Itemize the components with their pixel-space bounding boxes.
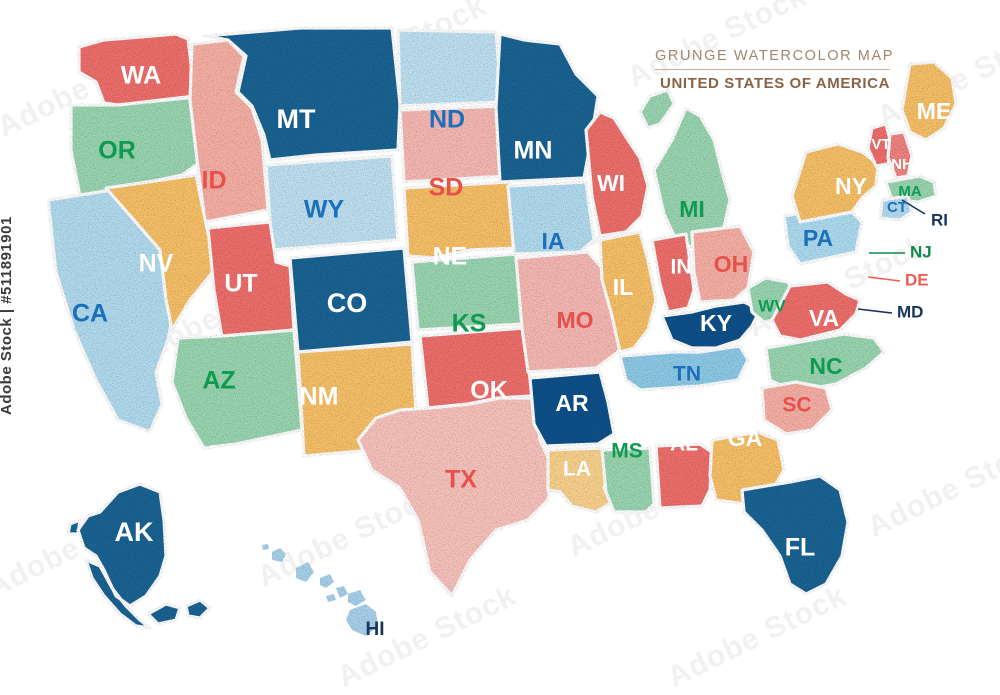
state-label-la: LA bbox=[563, 458, 591, 481]
state-tn[interactable] bbox=[618, 344, 750, 392]
state-label-ia: IA bbox=[542, 228, 565, 254]
state-label-ny: NY bbox=[835, 173, 867, 199]
state-label-ut: UT bbox=[224, 270, 257, 298]
state-labels-layer: WA OR CA ID NV MT WY UT AZ CO NM ND SD NE KS OK TX MN IA MO… bbox=[72, 62, 951, 640]
state-az[interactable] bbox=[170, 328, 304, 450]
state-label-vt: VT bbox=[871, 136, 890, 153]
state-oh[interactable] bbox=[690, 224, 756, 304]
state-label-id: ID bbox=[202, 167, 227, 195]
callout-label-de: DE bbox=[905, 270, 929, 289]
state-label-wa: WA bbox=[121, 62, 161, 90]
state-mi[interactable] bbox=[638, 88, 732, 250]
state-label-in: IN bbox=[671, 256, 692, 279]
state-nd[interactable] bbox=[396, 28, 504, 108]
state-label-ok: OK bbox=[470, 377, 508, 405]
map-title-line1: GRUNGE WATERCOLOR MAP bbox=[655, 48, 895, 64]
state-label-nd: ND bbox=[429, 106, 465, 134]
state-label-hi: HI bbox=[366, 619, 385, 640]
state-wi[interactable] bbox=[584, 110, 650, 238]
state-label-sd: SD bbox=[429, 174, 464, 202]
map-title-block: GRUNGE WATERCOLOR MAP UNITED STATES OF A… bbox=[655, 48, 895, 92]
hawaii-island-4[interactable] bbox=[320, 574, 334, 588]
state-label-il: IL bbox=[613, 274, 633, 300]
state-label-ne: NE bbox=[433, 243, 468, 271]
states-layer bbox=[46, 26, 958, 630]
state-label-or: OR bbox=[98, 137, 136, 165]
state-label-mn: MN bbox=[514, 137, 553, 165]
state-label-mo: MO bbox=[556, 307, 593, 333]
callout-label-md: MD bbox=[897, 302, 923, 321]
callout-label-nj: NJ bbox=[910, 242, 932, 261]
state-label-nv: NV bbox=[139, 250, 174, 278]
hawaii-island-5[interactable] bbox=[336, 586, 348, 598]
state-label-ak: AK bbox=[115, 517, 154, 547]
state-label-wy: WY bbox=[304, 196, 345, 224]
state-label-ma: MA bbox=[898, 183, 921, 200]
state-va[interactable] bbox=[770, 280, 862, 342]
state-ia[interactable] bbox=[506, 180, 596, 256]
state-label-wv: WV bbox=[758, 296, 786, 315]
state-ak[interactable] bbox=[66, 482, 212, 630]
hawaii-island-1[interactable] bbox=[272, 548, 286, 562]
state-label-me: ME bbox=[917, 98, 952, 124]
state-in[interactable] bbox=[650, 232, 696, 314]
state-label-az: AZ bbox=[202, 367, 235, 395]
state-label-ga: GA bbox=[728, 425, 763, 451]
state-mn[interactable] bbox=[494, 32, 600, 184]
state-al[interactable] bbox=[654, 442, 714, 510]
state-label-sc: SC bbox=[782, 394, 811, 417]
state-fl[interactable] bbox=[740, 474, 850, 596]
state-nv[interactable] bbox=[104, 173, 218, 332]
state-vt[interactable] bbox=[866, 122, 894, 168]
state-label-pa: PA bbox=[803, 225, 833, 251]
state-ky[interactable] bbox=[660, 300, 762, 350]
state-label-ks: KS bbox=[452, 310, 487, 338]
hawaii-island-7[interactable] bbox=[348, 590, 366, 606]
hawaii-island-8[interactable] bbox=[346, 604, 378, 636]
state-tx[interactable] bbox=[356, 396, 554, 598]
state-label-al: AL bbox=[670, 433, 698, 456]
leader-line-ri bbox=[901, 199, 926, 215]
state-mt[interactable] bbox=[202, 26, 402, 162]
state-label-nh: NH bbox=[891, 156, 913, 173]
leader-line-de bbox=[867, 276, 901, 282]
state-co[interactable] bbox=[288, 246, 414, 354]
state-ar[interactable] bbox=[528, 370, 616, 448]
state-label-ms: MS bbox=[611, 440, 643, 463]
state-label-nc: NC bbox=[809, 353, 842, 379]
state-label-ky: KY bbox=[700, 310, 732, 336]
us-map-svg: RI NJ DE MD WA OR CA ID NV MT WY UT AZ CO NM ND SD NE KS O… bbox=[46, 26, 958, 640]
state-label-oh: OH bbox=[714, 251, 749, 277]
state-ny[interactable] bbox=[790, 142, 880, 224]
state-label-mt: MT bbox=[277, 104, 316, 134]
leader-line-md bbox=[857, 308, 893, 314]
state-label-ca: CA bbox=[72, 300, 108, 328]
callouts-layer: RI NJ DE MD bbox=[857, 199, 948, 321]
state-label-tn: TN bbox=[673, 363, 701, 386]
hawaii-island-2[interactable] bbox=[262, 544, 269, 550]
title-divider bbox=[655, 69, 890, 70]
hawaii-island-3[interactable] bbox=[296, 562, 314, 582]
watermark-vertical-text: Adobe Stock | #511891901 bbox=[0, 216, 15, 415]
state-label-tx: TX bbox=[445, 466, 477, 494]
state-me[interactable] bbox=[900, 60, 958, 142]
state-nh[interactable] bbox=[886, 130, 914, 180]
state-label-nm: NM bbox=[300, 383, 339, 411]
hawaii-islands-layer bbox=[262, 544, 378, 636]
state-label-ar: AR bbox=[555, 390, 589, 416]
state-label-va: VA bbox=[809, 305, 839, 331]
state-label-ct: CT bbox=[887, 199, 907, 216]
state-il[interactable] bbox=[598, 230, 658, 354]
state-label-co: CO bbox=[327, 288, 368, 318]
state-sc[interactable] bbox=[760, 380, 834, 436]
state-label-fl: FL bbox=[785, 534, 816, 562]
state-ms[interactable] bbox=[600, 446, 656, 514]
state-label-wi: WI bbox=[597, 170, 625, 196]
map-title-line2: UNITED STATES OF AMERICA bbox=[660, 75, 890, 92]
callout-label-ri: RI bbox=[931, 210, 948, 229]
state-label-mi: MI bbox=[679, 196, 705, 222]
hawaii-island-6[interactable] bbox=[326, 594, 336, 602]
